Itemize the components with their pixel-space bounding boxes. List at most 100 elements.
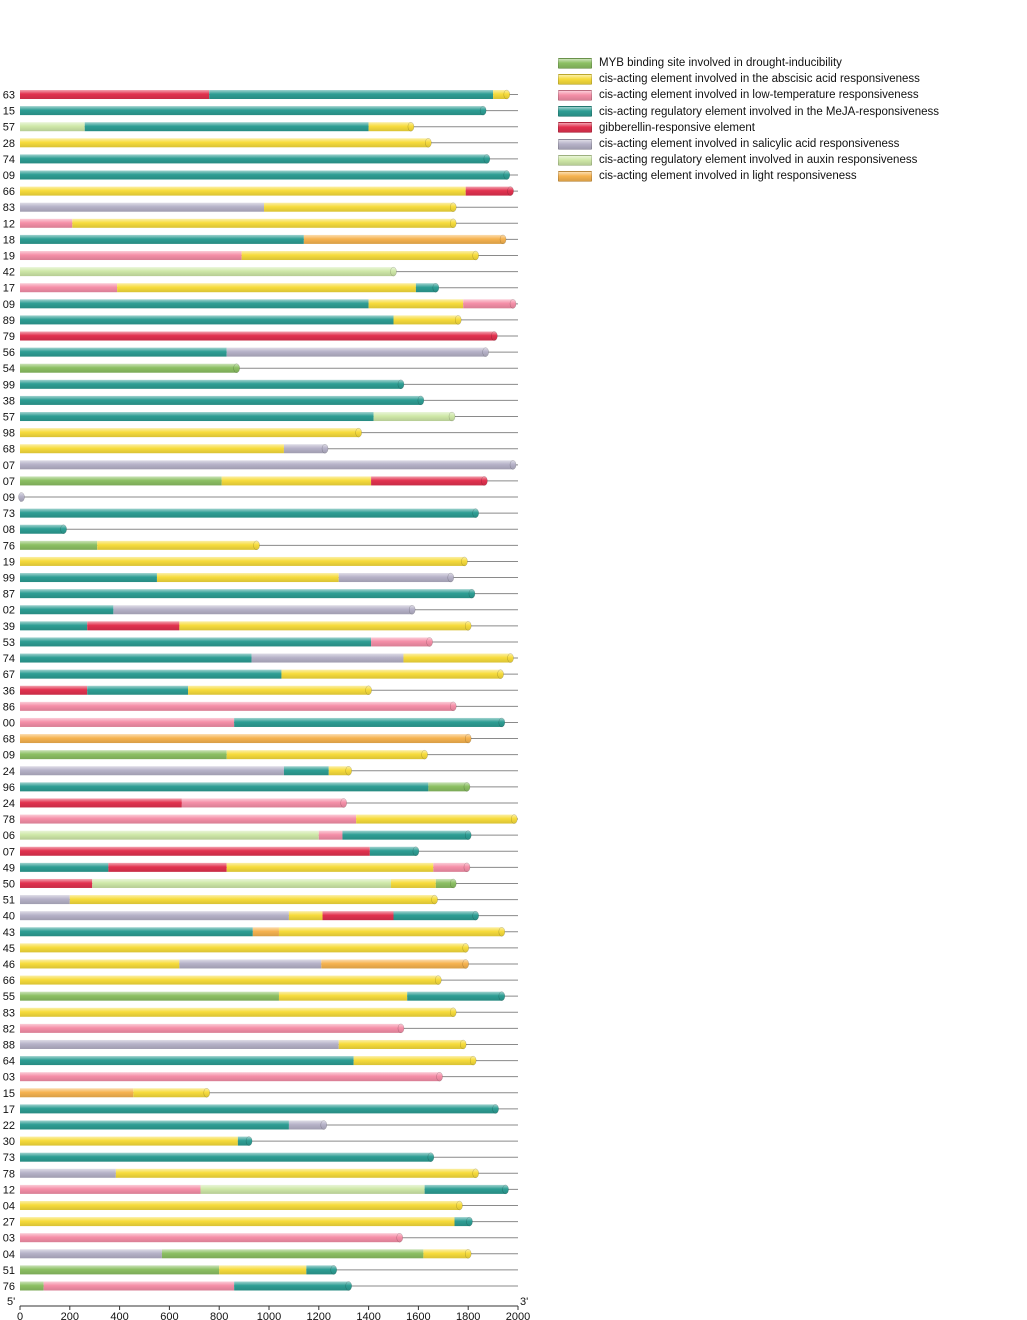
row-label: 56 bbox=[3, 347, 15, 359]
row-label: 88 bbox=[3, 1039, 15, 1051]
motif-segment-aba bbox=[264, 202, 454, 212]
motif-segment-myb bbox=[435, 878, 454, 888]
motif-segment-meja bbox=[87, 685, 189, 695]
x-axis: 0 200 400 600 800 1000 1200 1400 1600 1800 2000 5' 3… bbox=[7, 1296, 530, 1320]
row-label: 00 bbox=[3, 717, 15, 729]
motif-segment-aba bbox=[281, 669, 501, 679]
row-label: 03 bbox=[3, 1072, 15, 1084]
motif-segment-myb bbox=[20, 540, 98, 550]
motif-segment-lt bbox=[20, 218, 73, 228]
motif-segment-cap bbox=[436, 1071, 443, 1082]
sequence-row: 39 bbox=[3, 621, 518, 633]
motif-segment-cap bbox=[421, 749, 428, 760]
motif-segment-aba bbox=[20, 556, 465, 566]
motif-segment-meja bbox=[407, 991, 502, 1001]
motif-segment-cap bbox=[464, 1249, 472, 1259]
row-label: 51 bbox=[3, 895, 15, 907]
motif-segment-cap bbox=[345, 766, 352, 776]
sequence-row: 22 bbox=[3, 1120, 518, 1132]
motif-segment-ga bbox=[20, 846, 370, 856]
legend-item-sa: cis-acting element involved in salicylic… bbox=[558, 136, 939, 152]
row-label: 24 bbox=[3, 766, 15, 778]
legend-swatch bbox=[558, 73, 592, 85]
row-label: 86 bbox=[3, 701, 15, 713]
motif-segment-meja bbox=[20, 1152, 431, 1162]
legend-swatch bbox=[558, 138, 592, 150]
motif-segment-aba bbox=[278, 927, 502, 937]
row-label: 27 bbox=[3, 1217, 15, 1229]
motif-segment-meja bbox=[237, 1136, 250, 1146]
motif-segment-aba bbox=[221, 476, 372, 486]
motif-segment-cap bbox=[464, 733, 472, 744]
row-label: 19 bbox=[3, 556, 15, 568]
motif-segment-cap bbox=[390, 266, 397, 277]
row-label: 19 bbox=[3, 251, 15, 263]
motif-segment-cap bbox=[507, 653, 514, 663]
motif-segment-aba bbox=[493, 90, 507, 99]
motif-segment-aba bbox=[72, 218, 454, 228]
row-label: 82 bbox=[3, 1023, 15, 1035]
motif-segment-lt bbox=[433, 862, 467, 872]
motif-segment-aba bbox=[156, 573, 339, 583]
motif-segment-meja bbox=[393, 911, 476, 921]
motif-segment-cap bbox=[18, 492, 25, 502]
row-label: 67 bbox=[3, 669, 15, 681]
motif-segment-cap bbox=[472, 508, 479, 518]
row-label: 12 bbox=[3, 1184, 15, 1196]
row-label: 04 bbox=[3, 1249, 15, 1261]
row-label: 78 bbox=[3, 814, 15, 826]
motif-segment-meja bbox=[20, 605, 114, 615]
motif-segment-aba bbox=[393, 315, 459, 325]
sequence-row: 66 bbox=[3, 975, 518, 987]
motif-segment-aba bbox=[20, 428, 359, 438]
motif-segment-aba bbox=[368, 122, 411, 132]
motif-segment-aba bbox=[403, 653, 511, 663]
motif-segment-cap bbox=[396, 1232, 403, 1243]
row-label: 46 bbox=[3, 959, 15, 971]
motif-segment-lt bbox=[20, 1072, 440, 1082]
motif-segment-aba bbox=[97, 540, 257, 550]
motif-segment-aba bbox=[278, 991, 408, 1001]
motif-segment-lt bbox=[20, 701, 454, 711]
row-label: 40 bbox=[3, 911, 15, 923]
legend: MYB binding site involved in drought-ind… bbox=[558, 55, 939, 185]
motif-segment-meja bbox=[369, 846, 416, 856]
motif-segment-cap bbox=[482, 347, 489, 357]
row-label: 99 bbox=[3, 573, 15, 585]
sequence-row: 88 bbox=[3, 1039, 518, 1051]
row-label: 38 bbox=[3, 395, 15, 407]
motif-segment-lt bbox=[20, 814, 357, 824]
sequence-row: 73 bbox=[3, 508, 518, 520]
motif-segment-cap bbox=[463, 782, 471, 792]
motif-segment-meja bbox=[20, 589, 472, 599]
motif-segment-cap bbox=[456, 1200, 463, 1211]
sequence-row: 19 bbox=[3, 251, 518, 263]
motif-segment-lt bbox=[181, 798, 344, 808]
motif-segment-cap bbox=[472, 250, 479, 261]
motif-segment-aba bbox=[188, 685, 369, 695]
x-tick-label: 200 bbox=[61, 1311, 79, 1320]
sequence-row: 30 bbox=[3, 1136, 518, 1148]
row-label: 12 bbox=[3, 218, 15, 230]
row-label: 99 bbox=[3, 379, 15, 391]
sequence-row: 09 bbox=[3, 299, 518, 311]
row-label: 30 bbox=[3, 1136, 15, 1148]
motif-segment-sa bbox=[179, 959, 322, 969]
sequence-row: 09 bbox=[3, 170, 518, 182]
row-label: 55 bbox=[3, 991, 15, 1003]
motif-segment-aba bbox=[115, 1168, 476, 1178]
legend-label: MYB binding site involved in drought-ind… bbox=[599, 57, 842, 70]
motif-segment-cap bbox=[412, 846, 420, 857]
sequence-row: 73 bbox=[3, 1152, 518, 1164]
motif-segment-sa bbox=[338, 573, 451, 583]
motif-segment-aba bbox=[328, 766, 349, 776]
motif-segment-aba bbox=[20, 1217, 455, 1227]
sequence-row: 96 bbox=[3, 782, 518, 794]
row-label: 57 bbox=[3, 412, 15, 424]
sequence-row: 24 bbox=[3, 798, 518, 810]
motif-segment-cap bbox=[233, 363, 240, 373]
motif-segment-cap bbox=[491, 331, 498, 341]
motif-segment-cap bbox=[321, 443, 329, 454]
sequence-row: 53 bbox=[3, 637, 518, 649]
motif-segment-myb bbox=[20, 363, 237, 373]
